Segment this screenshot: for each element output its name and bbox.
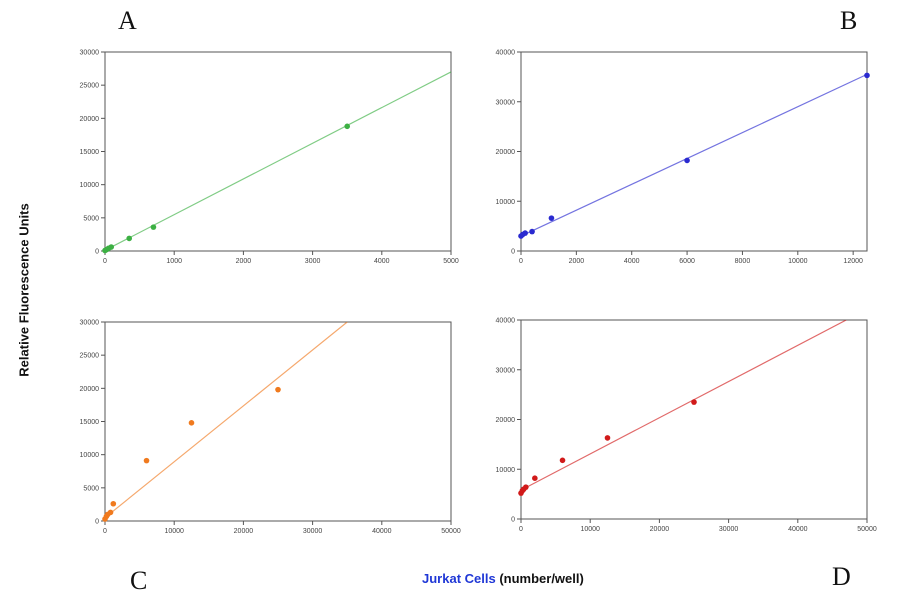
chart-a-xtick-label-3: 3000 bbox=[305, 258, 321, 265]
chart-a-xtick-label-2: 2000 bbox=[236, 258, 252, 265]
chart-b-plot-frame bbox=[520, 51, 868, 252]
x-axis-label-unit: (number/well) bbox=[495, 571, 584, 586]
chart-c-fit-line bbox=[105, 322, 348, 519]
chart-d-ytick-label-4: 40000 bbox=[496, 318, 516, 325]
chart-a-xtick-label-5: 5000 bbox=[443, 258, 459, 265]
chart-b-ytick-label-1: 10000 bbox=[496, 199, 516, 206]
chart-a-point-5 bbox=[150, 224, 157, 230]
chart-b-point-2 bbox=[522, 230, 528, 236]
chart-c-ytick-label-0: 0 bbox=[95, 519, 99, 526]
chart-d-xtick-label-4: 40000 bbox=[788, 526, 808, 533]
chart-a-point-6 bbox=[344, 123, 351, 130]
y-axis-label: Relative Fluorescence Units bbox=[16, 203, 32, 377]
chart-c-plot-frame bbox=[104, 321, 452, 522]
chart-c-xtick-label-4: 40000 bbox=[372, 528, 392, 535]
chart-b-ytick-label-0: 0 bbox=[511, 249, 515, 256]
chart-a: 0 5000 10000 15000 20000 25000 30000 0 1000 2000 3… bbox=[80, 50, 459, 266]
chart-b: 0 10000 20000 30000 40000 0 2000 4000 6000 8000 10… bbox=[496, 50, 870, 265]
x-axis-label-cells: Jurkat Cells bbox=[422, 571, 496, 586]
chart-c-xtick-label-5: 50000 bbox=[441, 528, 461, 535]
chart-d-point-5 bbox=[559, 457, 566, 464]
chart-d-point-6 bbox=[604, 435, 611, 441]
x-axis-label: Jurkat Cells (number/well) bbox=[422, 571, 584, 586]
chart-d-ytick-label-1: 10000 bbox=[496, 467, 516, 474]
chart-b-xtick-label-5: 10000 bbox=[788, 258, 808, 265]
chart-a-ytick-label-0: 0 bbox=[95, 249, 99, 256]
chart-a-xtick-label-1: 1000 bbox=[166, 258, 182, 265]
chart-b-ytick-label-3: 30000 bbox=[496, 99, 516, 106]
chart-a-point-3 bbox=[108, 244, 115, 250]
chart-d-xtick-label-5: 50000 bbox=[857, 526, 877, 533]
chart-c-point-5 bbox=[143, 457, 150, 464]
chart-d-ytick-label-2: 20000 bbox=[496, 417, 516, 424]
chart-d-xtick-label-0: 0 bbox=[519, 526, 523, 533]
chart-b-point-3 bbox=[529, 228, 535, 235]
chart-c-xtick-label-3: 30000 bbox=[303, 528, 323, 535]
chart-c-ytick-label-6: 30000 bbox=[80, 320, 100, 327]
chart-c-ytick-label-4: 20000 bbox=[80, 386, 100, 393]
chart-d-xtick-label-3: 30000 bbox=[719, 526, 739, 533]
chart-c-xtick-label-0: 0 bbox=[103, 528, 107, 535]
chart-b-fit-line bbox=[521, 73, 867, 237]
chart-c-point-7 bbox=[275, 386, 281, 393]
chart-a-ytick-label-1: 5000 bbox=[83, 215, 99, 222]
chart-c-point-4 bbox=[110, 500, 117, 507]
chart-c-xtick-label-2: 20000 bbox=[234, 528, 254, 535]
panel-letter-d: D bbox=[832, 562, 851, 591]
chart-d-point-7 bbox=[691, 399, 697, 405]
chart-d: 0 10000 20000 30000 40000 0 10000 20000 30000 400… bbox=[496, 318, 877, 534]
chart-d-xtick-label-1: 10000 bbox=[580, 526, 600, 533]
chart-a-xtick-label-0: 0 bbox=[103, 258, 107, 265]
panel-letter-a: A bbox=[118, 6, 137, 35]
chart-d-ytick-label-0: 0 bbox=[511, 517, 515, 524]
chart-a-ytick-label-3: 15000 bbox=[80, 149, 100, 156]
chart-a-plot-frame bbox=[104, 51, 452, 252]
chart-d-ytick-label-3: 30000 bbox=[496, 367, 516, 374]
panel-letter-c: C bbox=[130, 566, 148, 595]
chart-c-point-6 bbox=[188, 420, 195, 426]
chart-b-xtick-label-3: 6000 bbox=[679, 258, 695, 265]
chart-a-fit-line bbox=[105, 71, 451, 251]
chart-d-point-3 bbox=[523, 484, 529, 490]
chart-b-ytick-label-2: 20000 bbox=[496, 149, 516, 156]
chart-b-xtick-label-6: 12000 bbox=[843, 258, 863, 265]
chart-b-xtick-label-0: 0 bbox=[519, 258, 523, 265]
chart-c: 0 5000 10000 15000 20000 25000 30000 0 10000 2000… bbox=[80, 320, 461, 536]
chart-b-point-5 bbox=[684, 157, 690, 164]
chart-b-xtick-label-1: 2000 bbox=[569, 258, 585, 265]
chart-d-plot-frame bbox=[520, 319, 868, 520]
chart-c-point-3 bbox=[107, 509, 114, 516]
chart-a-xtick-label-4: 4000 bbox=[374, 258, 390, 265]
chart-b-ytick-label-4: 40000 bbox=[496, 50, 516, 57]
chart-b-xtick-label-2: 4000 bbox=[624, 258, 640, 265]
chart-a-point-4 bbox=[126, 235, 133, 242]
chart-d-point-4 bbox=[532, 475, 538, 482]
panel-letter-b: B bbox=[840, 6, 858, 35]
chart-a-ytick-label-2: 10000 bbox=[80, 182, 100, 189]
chart-b-point-6 bbox=[864, 72, 870, 79]
chart-c-ytick-label-3: 15000 bbox=[80, 419, 100, 426]
chart-b-xtick-label-4: 8000 bbox=[735, 258, 751, 265]
chart-a-ytick-label-4: 20000 bbox=[80, 116, 100, 123]
chart-d-xtick-label-2: 20000 bbox=[650, 526, 670, 533]
chart-c-ytick-label-1: 5000 bbox=[83, 485, 99, 492]
chart-b-point-4 bbox=[548, 215, 555, 221]
chart-c-xtick-label-1: 10000 bbox=[164, 528, 184, 535]
chart-d-fit-line bbox=[521, 320, 847, 491]
chart-c-ytick-label-5: 25000 bbox=[80, 353, 100, 360]
chart-a-ytick-label-6: 30000 bbox=[80, 50, 100, 57]
chart-c-ytick-label-2: 10000 bbox=[80, 452, 100, 459]
chart-a-ytick-label-5: 25000 bbox=[80, 83, 100, 90]
